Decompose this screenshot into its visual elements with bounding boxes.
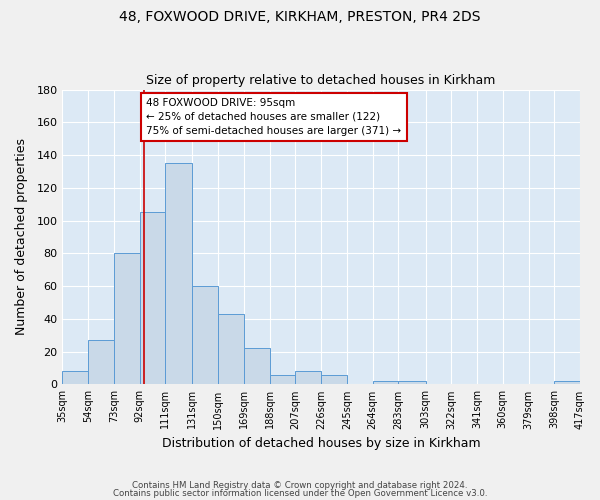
- Title: Size of property relative to detached houses in Kirkham: Size of property relative to detached ho…: [146, 74, 496, 87]
- Text: 48, FOXWOOD DRIVE, KIRKHAM, PRESTON, PR4 2DS: 48, FOXWOOD DRIVE, KIRKHAM, PRESTON, PR4…: [119, 10, 481, 24]
- Y-axis label: Number of detached properties: Number of detached properties: [15, 138, 28, 336]
- Bar: [295, 372, 321, 384]
- Bar: [373, 381, 398, 384]
- Bar: [321, 374, 347, 384]
- Text: Contains public sector information licensed under the Open Government Licence v3: Contains public sector information licen…: [113, 488, 487, 498]
- Text: Contains HM Land Registry data © Crown copyright and database right 2024.: Contains HM Land Registry data © Crown c…: [132, 481, 468, 490]
- Bar: [88, 340, 114, 384]
- Bar: [398, 381, 425, 384]
- Bar: [554, 381, 580, 384]
- Text: 48 FOXWOOD DRIVE: 95sqm
← 25% of detached houses are smaller (122)
75% of semi-d: 48 FOXWOOD DRIVE: 95sqm ← 25% of detache…: [146, 98, 401, 136]
- Bar: [114, 254, 140, 384]
- Bar: [62, 372, 88, 384]
- Bar: [140, 212, 166, 384]
- Bar: [193, 286, 218, 384]
- Bar: [218, 314, 244, 384]
- Bar: [269, 374, 295, 384]
- Bar: [166, 164, 193, 384]
- Bar: [244, 348, 269, 384]
- X-axis label: Distribution of detached houses by size in Kirkham: Distribution of detached houses by size …: [162, 437, 481, 450]
